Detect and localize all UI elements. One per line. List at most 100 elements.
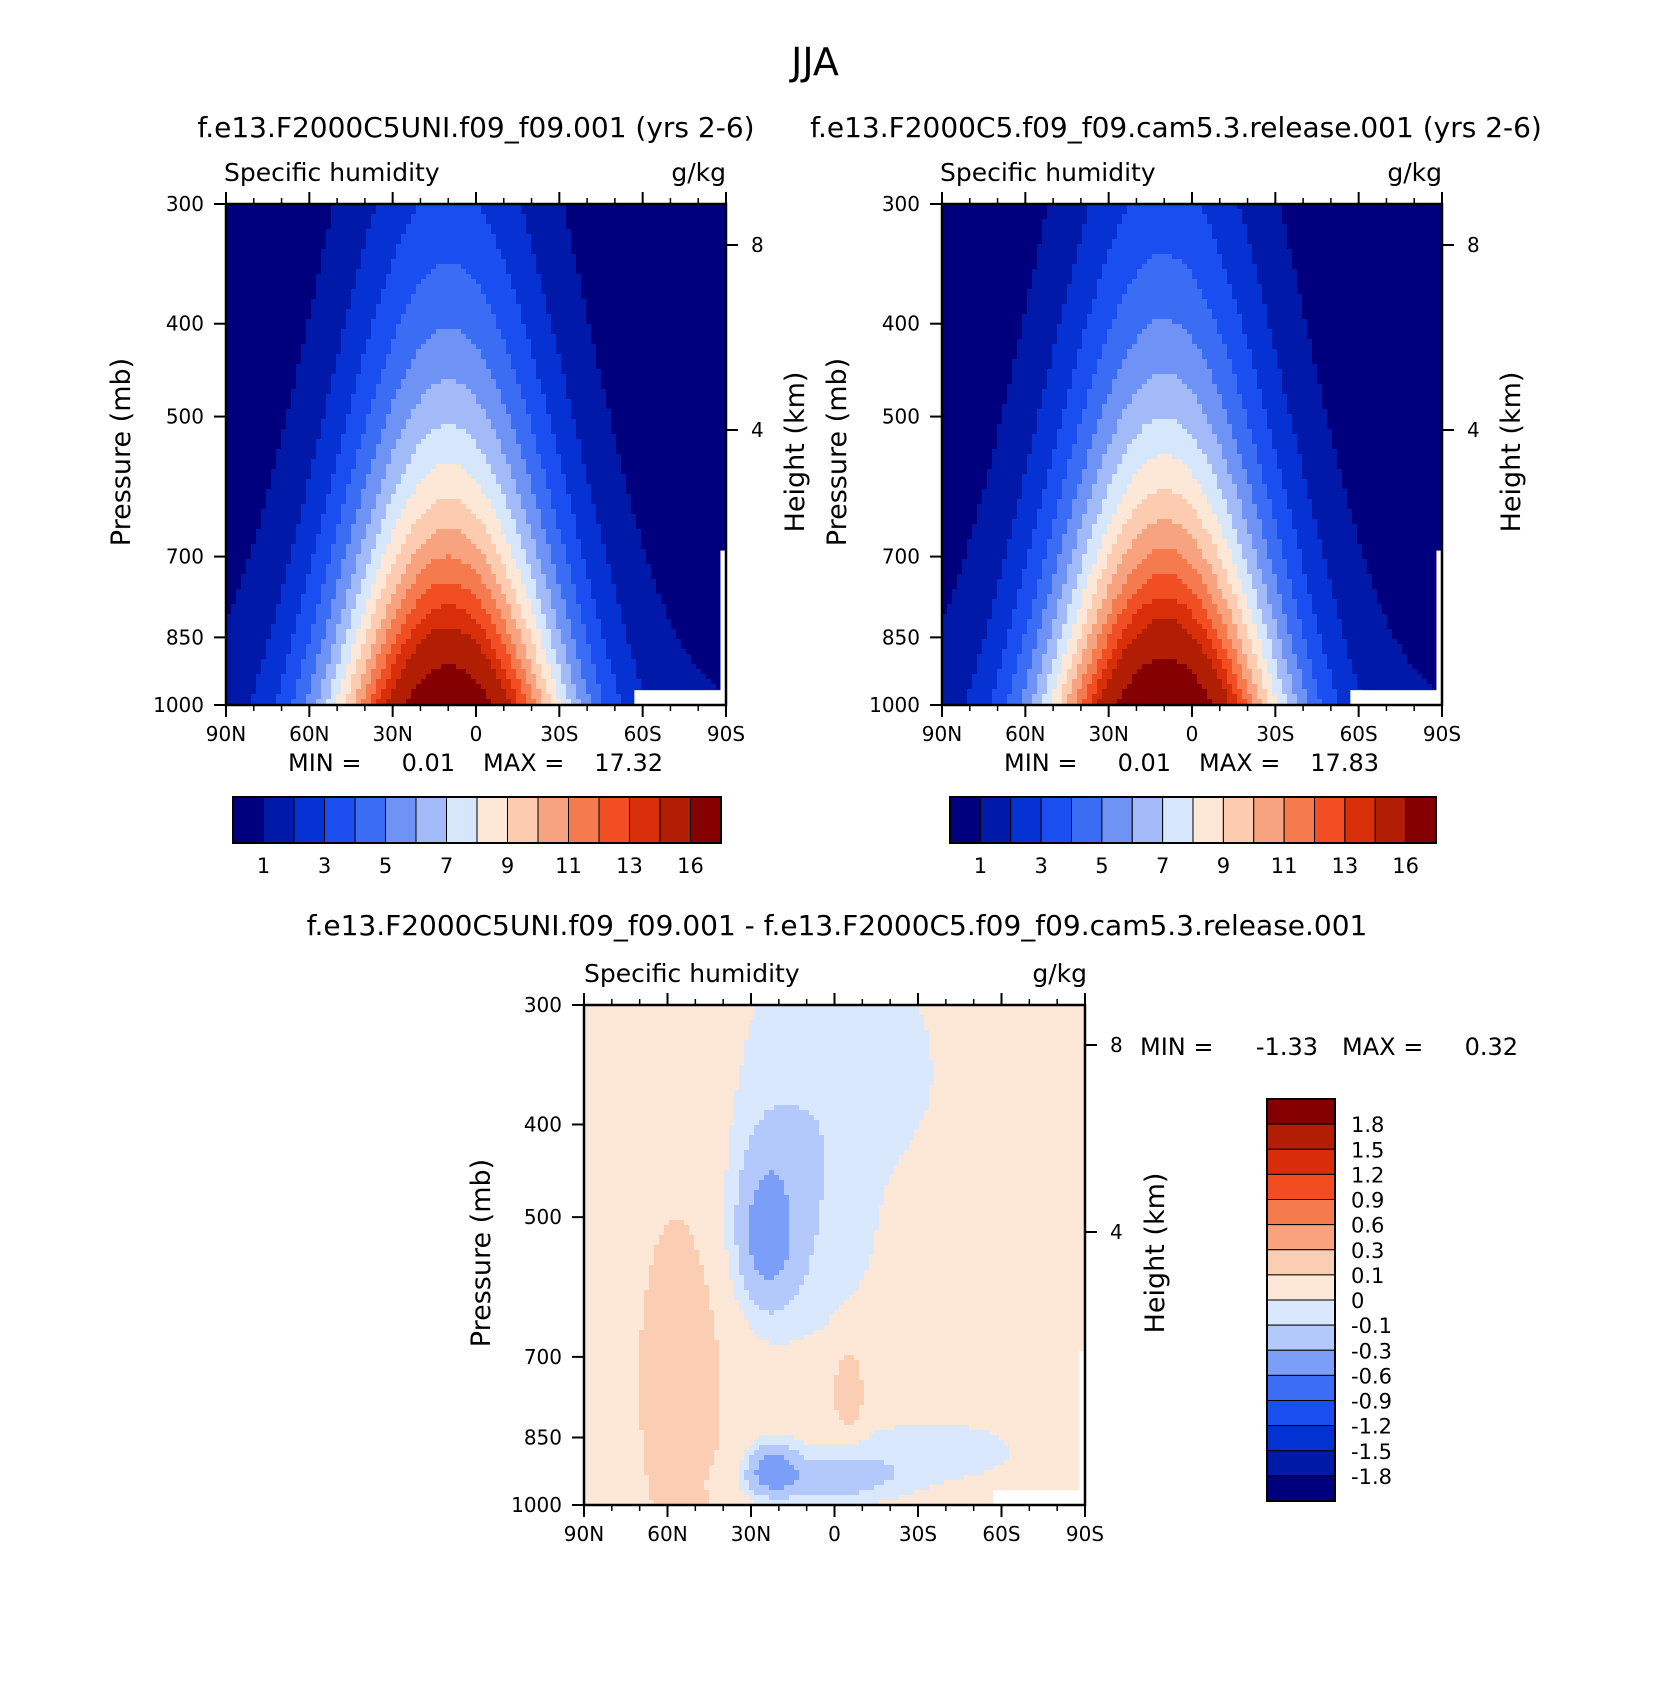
contour-cell (1302, 569, 1328, 575)
contour-cell (1227, 699, 1238, 705)
contour-cell (1087, 449, 1108, 455)
contour-cell (719, 1400, 835, 1406)
contour-cell (1227, 459, 1243, 465)
contour-cell (1217, 479, 1233, 485)
contour-cell (541, 509, 557, 515)
contour-cell (581, 289, 727, 295)
contour-cell (1232, 584, 1243, 590)
contour-cell (306, 589, 322, 595)
contour-cell (556, 574, 572, 580)
contour-cell (942, 389, 1008, 395)
contour-cell (1077, 349, 1103, 355)
contour-cell (809, 1255, 870, 1261)
contour-cell (501, 679, 512, 685)
contour-cell (1227, 654, 1238, 660)
contour-cell (942, 274, 1033, 280)
contour-cell (621, 619, 672, 625)
contour-cell (1117, 314, 1213, 320)
contour-cell (226, 534, 257, 540)
contour-cell (1382, 609, 1443, 615)
contour-cell (1312, 349, 1443, 355)
contour-cell (371, 399, 392, 405)
contour-cell (1022, 334, 1058, 340)
contour-cell (541, 564, 557, 570)
contour-cell (521, 689, 532, 695)
contour-cell (291, 644, 307, 650)
contour-cell (421, 679, 477, 685)
contour-cell (1257, 629, 1268, 635)
contour-cell (351, 394, 377, 400)
contour-cell (1302, 454, 1338, 460)
contour-cell (381, 429, 402, 435)
colorbar-swatch (1266, 1148, 1336, 1175)
contour-cell (689, 1225, 725, 1231)
contour-cell (1207, 694, 1228, 700)
contour-cell (486, 554, 502, 560)
contour-cell (1257, 264, 1293, 270)
contour-cell (226, 594, 237, 600)
contour-cell (1237, 634, 1248, 640)
contour-cell (291, 634, 312, 640)
contour-cell (581, 454, 622, 460)
contour-cell (531, 659, 537, 665)
contour-cell (1077, 429, 1098, 435)
colorbar-label: 13 (616, 854, 643, 878)
colorbar-label: 9 (1217, 854, 1230, 878)
contour-cell (1027, 684, 1038, 690)
contour-cell (1327, 414, 1443, 420)
contour-cell (296, 624, 312, 630)
contour-cell (1302, 634, 1323, 640)
contour-cell (1082, 684, 1088, 690)
contour-cell (1277, 699, 1288, 705)
contour-cell (331, 214, 372, 220)
contour-cell (1052, 359, 1078, 365)
y2-tick-label: 8 (1467, 233, 1480, 257)
contour-cell (1077, 539, 1088, 545)
contour-cell (1122, 299, 1208, 305)
contour-cell (1307, 654, 1328, 660)
contour-cell (1282, 639, 1293, 645)
contour-cell (261, 514, 302, 520)
contour-cell (1107, 559, 1123, 565)
contour-cell (1017, 664, 1033, 670)
contour-cell (691, 659, 727, 665)
contour-cell (506, 454, 522, 460)
contour-cell (734, 1285, 745, 1291)
contour-cell (1227, 674, 1238, 680)
contour-cell (1082, 514, 1098, 520)
contour-cell (1192, 274, 1228, 280)
contour-cell (1197, 399, 1223, 405)
contour-cell (942, 564, 963, 570)
colorbar-swatch (1266, 1425, 1336, 1452)
contour-cell (226, 664, 262, 670)
contour-cell (386, 474, 402, 480)
contour-cell (1087, 324, 1113, 330)
contour-cell (496, 509, 512, 515)
contour-cell (1077, 359, 1098, 365)
contour-cell (226, 624, 272, 630)
contour-cell (581, 619, 602, 625)
contour-cell (351, 574, 367, 580)
contour-cell (644, 1435, 720, 1441)
contour-cell (596, 514, 637, 520)
contour-cell (356, 669, 367, 675)
contour-cell (421, 344, 477, 350)
contour-cell (491, 639, 502, 645)
contour-cell (1282, 604, 1298, 610)
contour-cell (1282, 389, 1323, 395)
panel-title: f.e13.F2000C5UNI.f09_f09.001 - f.e13.F20… (307, 909, 1368, 942)
contour-cell (1287, 669, 1303, 675)
contour-cell (1272, 609, 1283, 615)
contour-cell (729, 1265, 740, 1271)
contour-cell (1217, 484, 1238, 490)
contour-cell (942, 674, 973, 680)
contour-cell (1242, 664, 1248, 670)
contour-cell (1277, 579, 1293, 585)
colorbar-swatch (1010, 796, 1042, 844)
contour-cell (406, 614, 427, 620)
contour-cell (1337, 689, 1363, 695)
contour-cell (506, 494, 522, 500)
contour-cell (1052, 689, 1063, 695)
contour-cell (406, 564, 427, 570)
contour-cell (739, 1195, 755, 1201)
